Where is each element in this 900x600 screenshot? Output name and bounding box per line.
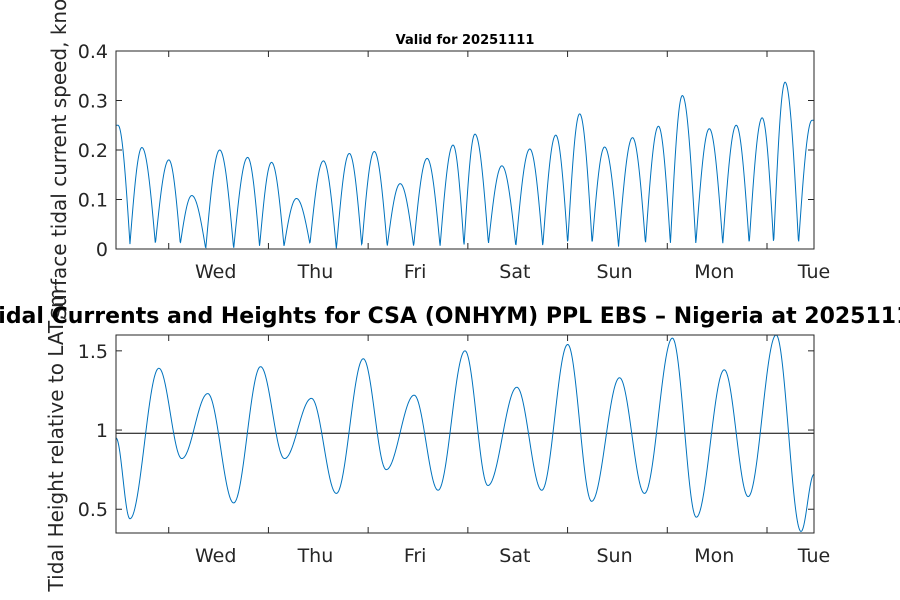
x-tick-label-wed: Wed (195, 261, 236, 283)
x-tick-label-sat: Sat (499, 261, 530, 283)
y-tick-label: 0.1 (78, 190, 108, 212)
y-tick-label: 0.3 (78, 91, 108, 113)
x-tick-label-wed: Wed (195, 545, 236, 567)
x-tick-label-sun: Sun (596, 545, 632, 567)
x-tick-label-thu: Thu (297, 545, 334, 567)
x-tick-label-fri: Fri (404, 545, 427, 567)
x-tick-label-thu: Thu (297, 261, 334, 283)
y-tick-label: 1.5 (78, 341, 108, 363)
x-tick-label-tue: Tue (797, 545, 830, 567)
speed-panel: 0 0.1 0.2 0.3 0.4 Wed Thu Fri Sat Sun Mon Tue Vali… (47, 0, 830, 320)
x-tick-label-fri: Fri (404, 261, 427, 283)
height-y-label: Tidal Height relative to LAT, m (44, 289, 68, 593)
speed-subtitle: Valid for 20251111 (396, 33, 535, 48)
main-title: Tidal Currents and Heights for CSA (ONHY… (0, 304, 900, 329)
height-panel: 0.5 1 1.5 Wed Thu Fri Sat Sun Mon Tue Tidal Heig… (44, 289, 830, 593)
height-plot-area (116, 335, 814, 533)
tidal-figure: 0 0.1 0.2 0.3 0.4 Wed Thu Fri Sat Sun Mon Tue Vali… (0, 0, 900, 600)
x-tick-label-sun: Sun (596, 261, 632, 283)
y-tick-label: 0 (96, 239, 108, 261)
x-tick-label-sat: Sat (499, 545, 530, 567)
y-tick-label: 1 (96, 420, 108, 442)
x-tick-label-tue: Tue (797, 261, 830, 283)
x-tick-label-mon: Mon (694, 545, 734, 567)
y-tick-label: 0.5 (78, 499, 108, 521)
speed-y-label: Surface tidal current speed, knots (47, 0, 71, 320)
y-tick-label: 0.2 (78, 140, 108, 162)
x-tick-label-mon: Mon (694, 261, 734, 283)
y-tick-label: 0.4 (78, 41, 108, 63)
